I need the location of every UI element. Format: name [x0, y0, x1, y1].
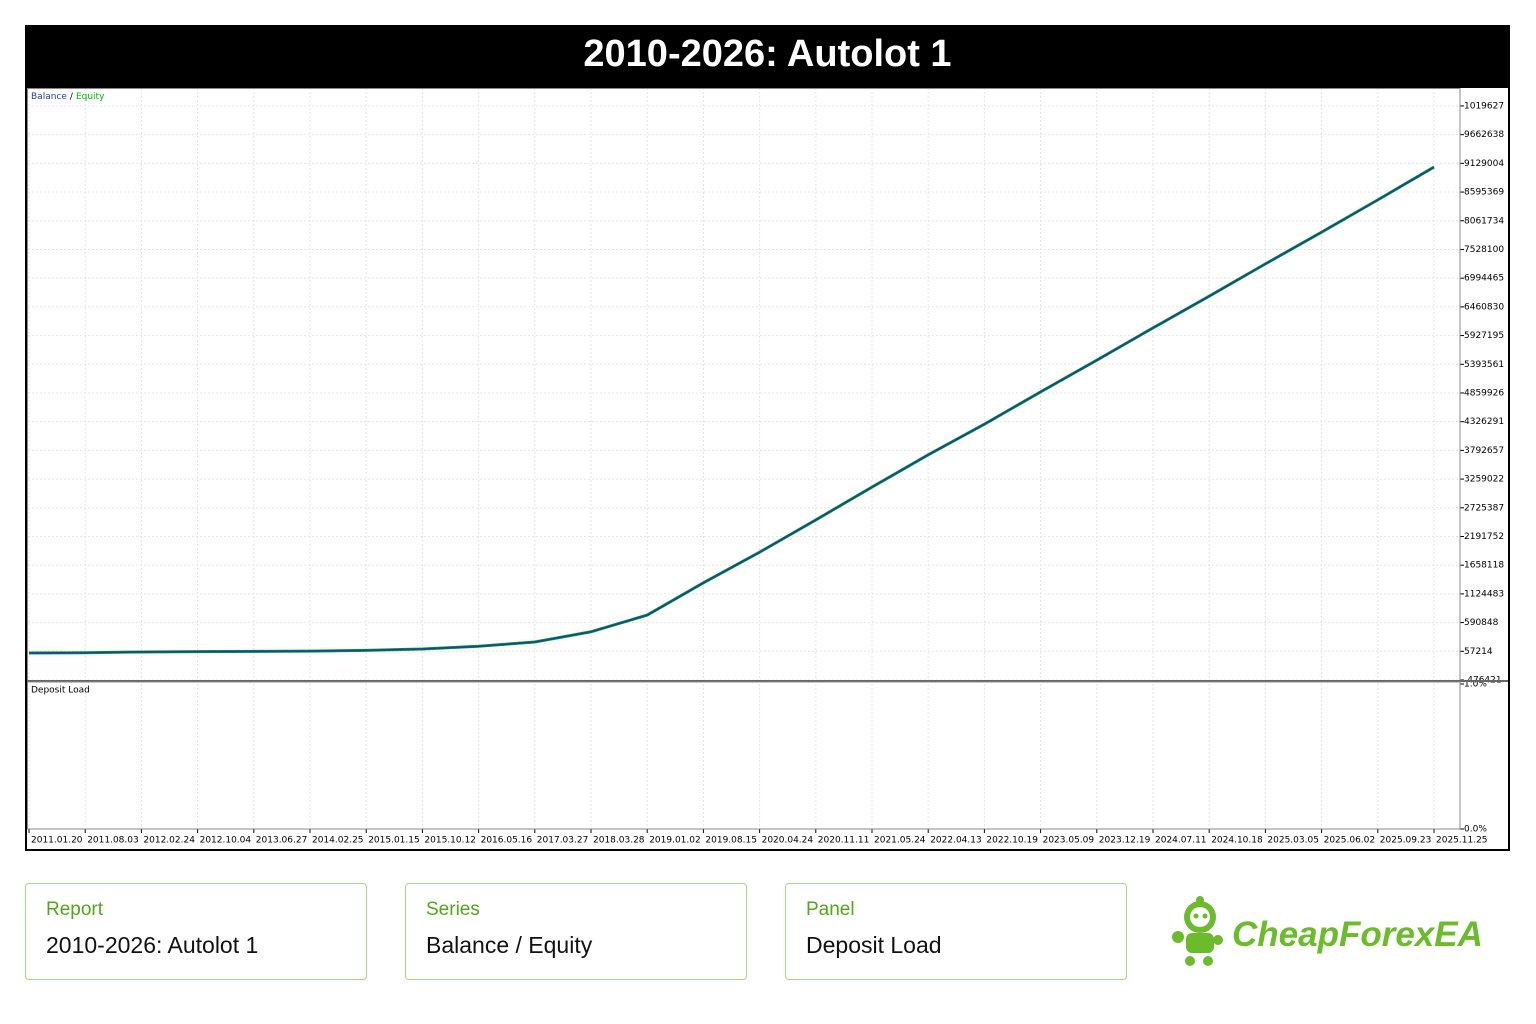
x-tick-label: 2020.11.11 [818, 836, 870, 846]
card-label: Panel [806, 899, 855, 920]
x-tick-label: 2019.01.02 [649, 836, 701, 846]
y-tick-label: 57214 [1464, 647, 1493, 657]
y-tick-label: 2191752 [1464, 532, 1504, 542]
chart: 2011.01.20 2011.08.03 2012.02.24 2012.10.04… [27, 88, 1508, 849]
chart-bg [27, 88, 1508, 849]
x-tick-label: 2011.01.20 [31, 836, 83, 846]
y-tick-label: 1124483 [1464, 589, 1504, 599]
y-tick-label: 4859926 [1464, 388, 1504, 398]
card-label: Series [426, 899, 480, 920]
legend: Balance / Equity [31, 92, 105, 102]
y-tick-label: 1019627 [1464, 101, 1504, 111]
y-tick-label: 3259022 [1464, 475, 1504, 485]
y-tick-label: 5927195 [1464, 331, 1504, 341]
x-tick-label: 2025.06.02 [1324, 836, 1376, 846]
x-tick-label: 2011.08.03 [87, 836, 139, 846]
x-tick-label: 2025.09.23 [1380, 836, 1432, 846]
card-label: Report [46, 899, 104, 920]
chart-frame: 2010-2026: Autolot 1 2011.01.20 2011.08.0… [25, 25, 1510, 851]
y-tick-label: 4326291 [1464, 417, 1504, 427]
x-tick-label: 2022.10.19 [986, 836, 1038, 846]
card: Panel Deposit Load [785, 883, 1127, 980]
y-tick-label: 9662638 [1464, 130, 1504, 140]
legend-entry: Balance [31, 92, 67, 102]
x-tick-label: 2021.05.24 [874, 836, 926, 846]
logo: CheapForexEA [1168, 895, 1508, 970]
y-tick-label: 9129004 [1464, 159, 1504, 169]
x-tick-label: 2012.02.24 [143, 836, 195, 846]
y-tick-label: 6460830 [1464, 302, 1504, 312]
x-tick-label: 2014.02.25 [312, 836, 364, 846]
x-tick-label: 2024.10.18 [1211, 836, 1263, 846]
x-tick-label: 2020.04.24 [762, 836, 814, 846]
y-tick-label: 0.0% [1464, 825, 1487, 835]
y-tick-label: 3792657 [1464, 446, 1504, 456]
x-tick-label: 2022.04.13 [930, 836, 982, 846]
logo-text: CheapForexEA [1232, 915, 1483, 954]
x-tick-label: 2017.03.27 [537, 836, 589, 846]
y-tick-label: 8595369 [1464, 188, 1504, 198]
y-tick-label: 8061734 [1464, 216, 1504, 226]
x-tick-label: 2025.11.25 [1436, 836, 1488, 846]
y-tick-label: 2725387 [1464, 503, 1504, 513]
series-line [28, 166, 1435, 654]
card-value: 2010-2026: Autolot 1 [46, 932, 259, 958]
x-tick-label: 2013.06.27 [256, 836, 308, 846]
x-tick-label: 2023.12.19 [1099, 836, 1151, 846]
x-tick-label: 2015.01.15 [368, 836, 420, 846]
x-tick-label: 2016.05.16 [481, 836, 533, 846]
chart-title: 2010-2026: Autolot 1 [583, 33, 952, 75]
card-value: Deposit Load [806, 932, 942, 958]
panel-border [27, 681, 1461, 830]
card: Series Balance / Equity [405, 883, 747, 980]
x-tick-label: 2024.07.11 [1155, 836, 1207, 846]
panel-title: Deposit Load [31, 686, 90, 696]
x-tick-label: 2012.10.04 [200, 836, 252, 846]
x-tick-label: 2018.03.28 [593, 836, 645, 846]
legend-entry: Equity [76, 92, 105, 102]
x-tick-label: 2023.05.09 [1043, 836, 1095, 846]
logo-icon [1172, 896, 1223, 966]
x-tick-label: 2015.10.12 [424, 836, 476, 846]
y-tick-label: 6994465 [1464, 274, 1504, 284]
y-tick-label: 590848 [1464, 618, 1499, 628]
card: Report 2010-2026: Autolot 1 [25, 883, 367, 980]
y-tick-label: 5393561 [1464, 360, 1504, 370]
y-tick-label: 1658118 [1464, 561, 1504, 571]
x-tick-label: 2025.03.05 [1267, 836, 1319, 846]
card-value: Balance / Equity [426, 932, 593, 958]
x-tick-label: 2019.08.15 [705, 836, 757, 846]
y-tick-label: 1.0% [1464, 680, 1487, 690]
y-tick-label: 7528100 [1464, 245, 1504, 255]
legend-separator: / [70, 92, 74, 102]
